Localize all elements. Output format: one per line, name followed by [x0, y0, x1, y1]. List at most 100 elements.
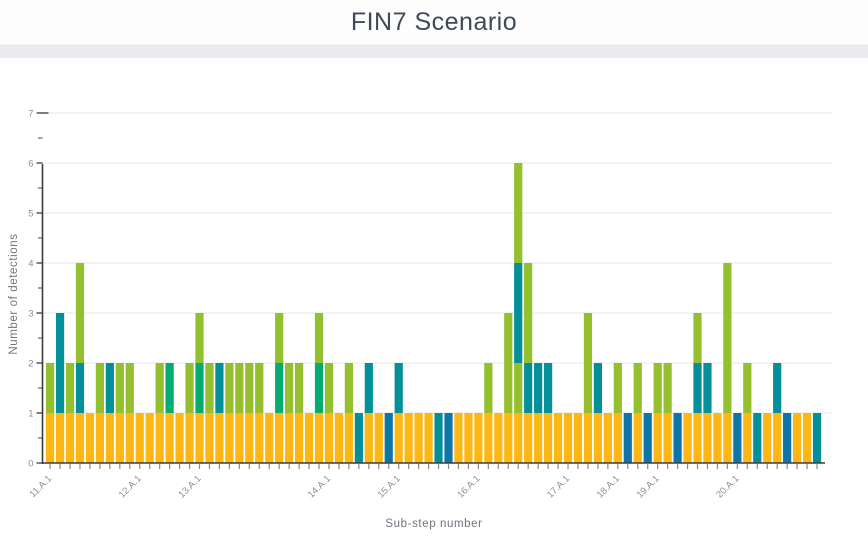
bar-69[interactable]	[723, 263, 732, 463]
bar-segment-yellow[interactable]	[165, 413, 174, 463]
bar-segment-yellow[interactable]	[145, 413, 154, 463]
bar-40[interactable]	[434, 413, 443, 463]
bar-segment-yellow-green[interactable]	[235, 363, 244, 413]
bar-segment-yellow[interactable]	[723, 413, 732, 463]
bar-segment-yellow[interactable]	[553, 413, 563, 463]
bar-segment-teal[interactable]	[354, 413, 363, 463]
bar-36[interactable]	[394, 363, 403, 463]
bar-segment-yellow[interactable]	[404, 413, 413, 463]
bar-segment-yellow-green[interactable]	[46, 363, 55, 413]
bar-segment-yellow[interactable]	[75, 413, 85, 463]
bar-segment-teal[interactable]	[524, 363, 533, 413]
bar-16[interactable]	[195, 313, 204, 463]
bar-4[interactable]	[75, 263, 85, 463]
bar-segment-yellow[interactable]	[763, 413, 772, 463]
bar-64[interactable]	[673, 413, 682, 463]
bar-65[interactable]	[683, 413, 692, 463]
bar-segment-dark-blue[interactable]	[783, 413, 792, 463]
bar-segment-yellow[interactable]	[703, 413, 712, 463]
bar-72[interactable]	[753, 413, 762, 463]
bar-segment-yellow[interactable]	[773, 413, 782, 463]
bar-segment-yellow[interactable]	[464, 413, 473, 463]
bar-73[interactable]	[763, 413, 772, 463]
bar-15[interactable]	[185, 363, 194, 463]
bar-42[interactable]	[454, 413, 463, 463]
bar-segment-teal[interactable]	[514, 263, 523, 363]
bar-segment-yellow-green[interactable]	[75, 263, 85, 363]
bar-segment-yellow[interactable]	[563, 413, 573, 463]
bar-segment-yellow[interactable]	[524, 413, 533, 463]
bar-segment-yellow[interactable]	[534, 413, 543, 463]
bar-segment-yellow[interactable]	[514, 413, 523, 463]
bar-6[interactable]	[95, 363, 104, 463]
bar-segment-teal[interactable]	[593, 363, 602, 413]
bar-segment-dark-blue[interactable]	[444, 413, 453, 463]
bar-segment-teal[interactable]	[534, 363, 543, 413]
bar-18[interactable]	[215, 363, 224, 463]
bar-segment-yellow-green[interactable]	[514, 363, 523, 413]
bar-segment-yellow[interactable]	[593, 413, 602, 463]
bar-78[interactable]	[812, 413, 822, 463]
bar-segment-yellow-green[interactable]	[125, 363, 134, 413]
bar-76[interactable]	[793, 413, 802, 463]
bar-segment-yellow-green[interactable]	[693, 313, 702, 363]
bar-segment-yellow[interactable]	[255, 413, 264, 463]
bar-17[interactable]	[205, 363, 214, 463]
bar-52[interactable]	[553, 413, 563, 463]
bar-58[interactable]	[613, 363, 622, 463]
bar-segment-yellow[interactable]	[295, 413, 304, 463]
bar-segment-yellow[interactable]	[275, 413, 284, 463]
bar-segment-yellow-green[interactable]	[633, 363, 642, 413]
bar-segment-teal[interactable]	[703, 363, 712, 413]
bar-segment-yellow-green[interactable]	[185, 363, 194, 413]
bar-segment-yellow[interactable]	[324, 413, 334, 463]
bar-segment-yellow-green[interactable]	[524, 263, 533, 363]
bar-segment-yellow[interactable]	[494, 413, 503, 463]
bar-2[interactable]	[55, 313, 65, 463]
bar-27[interactable]	[304, 413, 314, 463]
bar-segment-emerald-green[interactable]	[165, 363, 174, 413]
bar-segment-yellow-green[interactable]	[255, 363, 264, 413]
bar-segment-teal[interactable]	[753, 413, 762, 463]
bar-segment-yellow-green[interactable]	[295, 363, 304, 413]
bar-segment-yellow[interactable]	[65, 413, 75, 463]
bar-segment-yellow-green[interactable]	[344, 363, 353, 413]
bar-segment-yellow-green[interactable]	[65, 363, 75, 413]
bar-segment-yellow-green[interactable]	[484, 363, 493, 413]
bar-segment-yellow[interactable]	[504, 413, 513, 463]
bar-segment-yellow-green[interactable]	[225, 363, 234, 413]
bar-segment-teal[interactable]	[812, 413, 822, 463]
bar-48[interactable]	[514, 163, 523, 463]
bar-1[interactable]	[46, 363, 55, 463]
bar-segment-yellow-green[interactable]	[723, 263, 732, 413]
bar-57[interactable]	[603, 413, 612, 463]
bar-segment-yellow-green[interactable]	[95, 363, 104, 413]
bar-segment-yellow[interactable]	[793, 413, 802, 463]
bar-67[interactable]	[703, 363, 712, 463]
bar-segment-dark-blue[interactable]	[623, 413, 632, 463]
bar-segment-teal[interactable]	[693, 363, 702, 413]
bar-segment-yellow[interactable]	[245, 413, 254, 463]
bar-segment-yellow-green[interactable]	[743, 363, 752, 413]
bar-segment-teal[interactable]	[434, 413, 443, 463]
bar-62[interactable]	[653, 363, 662, 463]
bar-segment-yellow[interactable]	[603, 413, 612, 463]
bar-segment-yellow[interactable]	[314, 413, 324, 463]
bar-segment-yellow[interactable]	[225, 413, 234, 463]
bar-segment-yellow[interactable]	[613, 413, 622, 463]
bar-segment-yellow[interactable]	[105, 413, 114, 463]
bar-segment-yellow[interactable]	[374, 413, 383, 463]
bar-segment-yellow[interactable]	[544, 413, 553, 463]
bar-segment-yellow-green[interactable]	[115, 363, 124, 413]
bar-segment-dark-blue[interactable]	[673, 413, 682, 463]
bar-segment-yellow[interactable]	[195, 413, 204, 463]
bar-segment-yellow[interactable]	[414, 413, 423, 463]
bar-segment-teal[interactable]	[215, 363, 224, 413]
bar-segment-dark-blue[interactable]	[733, 413, 742, 463]
bar-segment-yellow[interactable]	[364, 413, 373, 463]
bar-segment-yellow[interactable]	[334, 413, 344, 463]
bar-segment-dark-blue[interactable]	[643, 413, 652, 463]
bar-segment-yellow[interactable]	[85, 413, 95, 463]
bar-segment-teal[interactable]	[75, 363, 85, 413]
bar-segment-yellow-green[interactable]	[245, 363, 254, 413]
